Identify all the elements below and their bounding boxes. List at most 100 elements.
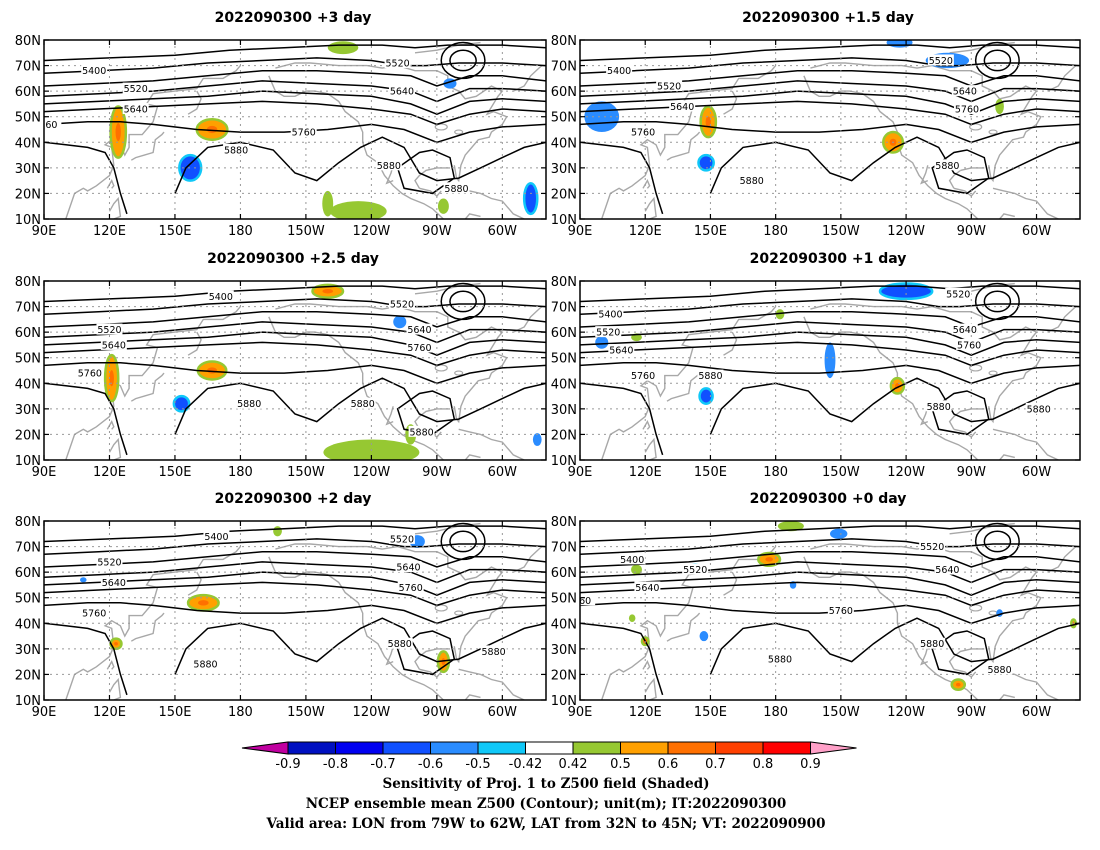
- sensitivity-shade-edge: [697, 153, 715, 172]
- contour-label-bg: [443, 182, 470, 194]
- great-lakes: [988, 610, 998, 616]
- x-tick-label: 90W: [422, 465, 452, 480]
- contour-label-bg: [919, 637, 946, 649]
- contour-label-bg: [397, 581, 424, 593]
- coastline: [666, 372, 701, 402]
- coastline: [666, 612, 701, 642]
- height-contour: [449, 49, 477, 72]
- x-tick-label: 90E: [568, 224, 593, 239]
- panel-title: 2022090300 +0 day: [750, 491, 907, 507]
- map-content: 5400 5520 5640 5760 5880 5520 5640 5760 5880 5880: [580, 281, 1080, 460]
- sensitivity-shade: [273, 526, 282, 537]
- contour-label-bg: [100, 338, 127, 350]
- coastline: [803, 316, 979, 460]
- coastline: [988, 694, 1015, 700]
- x-tick-label: 120E: [629, 224, 662, 239]
- x-tick-label: 120W: [353, 224, 391, 239]
- coastline: [1047, 65, 1077, 92]
- y-tick-label: 60N: [15, 326, 41, 341]
- x-tick-label: 120W: [887, 224, 925, 239]
- x-tick-label: 150W: [287, 224, 325, 239]
- height-contour: [580, 285, 1080, 303]
- height-contour: [44, 525, 546, 543]
- x-tick-label: 150E: [158, 224, 191, 239]
- contour-label-bg: [682, 563, 709, 575]
- coastline: [108, 437, 122, 460]
- caption-line: Sensitivity of Proj. 1 to Z500 field (Sh…: [382, 776, 709, 792]
- coastline: [385, 646, 394, 666]
- colorbar-swatch: [667, 741, 716, 755]
- coastline: [106, 178, 115, 189]
- contour-label: 5880: [224, 145, 248, 156]
- height-contour: [580, 561, 1080, 584]
- coastline: [988, 213, 1015, 219]
- coastline: [919, 646, 929, 666]
- contour-label-bg: [349, 397, 376, 409]
- coastline: [454, 213, 481, 219]
- contour-label: 5760: [399, 583, 423, 594]
- x-tick-label: 90W: [422, 224, 452, 239]
- contour-label: 5880: [1027, 404, 1051, 415]
- great-lakes: [969, 604, 983, 612]
- y-tick-label: 30N: [551, 403, 577, 418]
- great-lakes: [969, 364, 983, 372]
- y-tick-label: 20N: [551, 428, 577, 443]
- height-contour: [44, 141, 128, 215]
- contour-label-bg: [669, 100, 696, 112]
- contour-label: 5760: [631, 371, 655, 382]
- coastline: [106, 419, 115, 430]
- x-tick-label: 90E: [568, 465, 593, 480]
- y-tick-label: 70N: [551, 541, 577, 556]
- sensitivity-shade-core: [178, 401, 185, 407]
- sensitivity-shade: [886, 40, 913, 48]
- coastline: [65, 546, 241, 700]
- sensitivity-shade-edge: [698, 387, 714, 405]
- coastline: [642, 660, 651, 670]
- map-content: 5400 5520 5640 760 5760 5880 5520 5640 5880 5880: [44, 40, 546, 219]
- height-contour: [580, 550, 1080, 568]
- height-contour: [44, 382, 128, 456]
- colorbar-swatch: [620, 741, 669, 755]
- contour-label: 5520: [929, 56, 953, 67]
- y-tick-label: 20N: [15, 187, 41, 202]
- height-contour: [44, 69, 546, 87]
- sensitivity-shade: [584, 101, 620, 133]
- height-contour: [580, 141, 664, 215]
- contour-label-bg: [656, 80, 683, 92]
- y-tick-label: 10N: [15, 454, 41, 469]
- contour-label: 5520: [683, 565, 707, 576]
- height-contour: [44, 561, 546, 584]
- colorbar-swatch: [382, 741, 431, 755]
- height-contour: [580, 80, 1080, 103]
- contour-label: 5400: [209, 292, 233, 303]
- sensitivity-shade: [532, 433, 542, 446]
- contour-label: 5520: [97, 557, 121, 568]
- x-tick-label: 150E: [694, 224, 727, 239]
- contour-label-bg: [388, 298, 415, 310]
- y-tick-label: 60N: [551, 566, 577, 581]
- y-tick-label: 50N: [15, 592, 41, 607]
- y-tick-label: 60N: [551, 85, 577, 100]
- contour-label: 5400: [598, 310, 622, 321]
- height-contour: [580, 90, 1080, 116]
- x-tick-label: 90E: [568, 705, 593, 720]
- height-contour: [44, 341, 546, 367]
- sensitivity-shade: [777, 521, 804, 532]
- contour-label: 5520: [385, 59, 409, 70]
- contour-label-bg: [697, 369, 724, 381]
- height-contour: [931, 149, 990, 195]
- sensitivity-shade-edge: [103, 353, 120, 403]
- colorbar-min-arrow: [241, 741, 289, 755]
- coastline: [513, 546, 543, 573]
- height-contour: [580, 321, 1080, 344]
- y-tick-label: 50N: [551, 352, 577, 367]
- contour-label-bg: [986, 663, 1013, 675]
- height-contour: [931, 630, 990, 676]
- y-tick-label: 30N: [551, 162, 577, 177]
- colorbar-tick-label: 0.7: [705, 757, 726, 772]
- coastline: [458, 187, 525, 219]
- sensitivity-shade: [80, 577, 87, 583]
- y-tick-label: 30N: [15, 162, 41, 177]
- contour-label-bg: [480, 645, 507, 657]
- y-tick-label: 40N: [15, 136, 41, 151]
